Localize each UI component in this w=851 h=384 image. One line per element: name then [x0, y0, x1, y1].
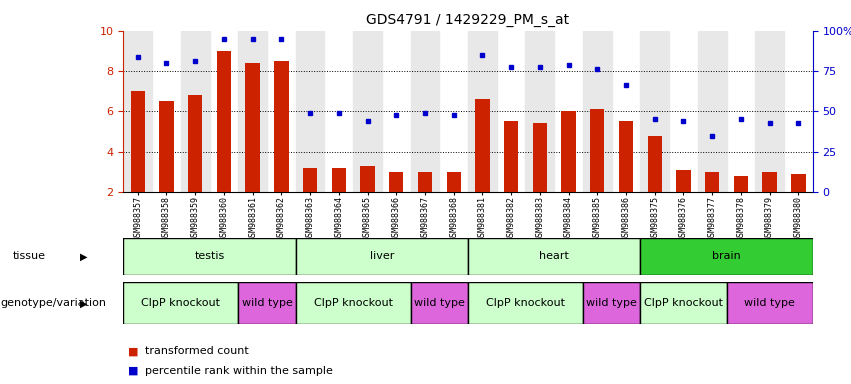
Bar — [648, 136, 662, 192]
Bar — [734, 176, 748, 192]
Bar — [410, 282, 468, 324]
Text: percentile rank within the sample: percentile rank within the sample — [145, 366, 333, 376]
Bar — [640, 238, 813, 275]
Text: brain: brain — [712, 251, 741, 262]
Bar — [677, 170, 691, 192]
Bar — [410, 31, 439, 192]
Bar — [583, 31, 612, 192]
Bar — [640, 31, 669, 192]
Bar — [590, 109, 604, 192]
Bar — [238, 282, 296, 324]
Bar — [188, 95, 203, 192]
Text: wild type: wild type — [242, 298, 293, 308]
Bar — [389, 172, 403, 192]
Text: ClpP knockout: ClpP knockout — [141, 298, 220, 308]
Bar — [296, 31, 324, 192]
Bar — [303, 168, 317, 192]
Bar — [353, 31, 382, 192]
Text: ■: ■ — [128, 346, 138, 356]
Bar — [640, 282, 727, 324]
Text: ClpP knockout: ClpP knockout — [314, 298, 392, 308]
Bar — [755, 31, 784, 192]
Bar — [791, 174, 806, 192]
Bar — [583, 282, 640, 324]
Bar — [525, 31, 554, 192]
Bar — [159, 101, 174, 192]
Text: ▶: ▶ — [80, 298, 87, 308]
Bar — [619, 121, 633, 192]
Bar — [332, 168, 346, 192]
Bar — [562, 111, 576, 192]
Text: heart: heart — [540, 251, 569, 262]
Bar — [533, 124, 547, 192]
Bar — [123, 238, 296, 275]
Bar — [475, 99, 489, 192]
Text: liver: liver — [369, 251, 394, 262]
Bar — [504, 121, 518, 192]
Text: tissue: tissue — [13, 251, 46, 262]
Bar — [274, 61, 288, 192]
Text: wild type: wild type — [744, 298, 795, 308]
Text: ClpP knockout: ClpP knockout — [644, 298, 723, 308]
Text: wild type: wild type — [586, 298, 637, 308]
Bar — [705, 172, 719, 192]
Bar — [296, 282, 410, 324]
Bar — [418, 172, 432, 192]
Bar — [130, 91, 145, 192]
Text: wild type: wild type — [414, 298, 465, 308]
Bar — [762, 172, 777, 192]
Bar — [245, 63, 260, 192]
Title: GDS4791 / 1429229_PM_s_at: GDS4791 / 1429229_PM_s_at — [367, 13, 569, 27]
Text: testis: testis — [194, 251, 225, 262]
Bar — [468, 282, 583, 324]
Text: transformed count: transformed count — [145, 346, 248, 356]
Bar — [468, 238, 640, 275]
Bar — [447, 172, 461, 192]
Bar — [296, 238, 468, 275]
Bar — [123, 282, 238, 324]
Bar — [180, 31, 209, 192]
Text: genotype/variation: genotype/variation — [0, 298, 106, 308]
Text: ▶: ▶ — [80, 251, 87, 262]
Bar — [468, 31, 497, 192]
Text: ■: ■ — [128, 366, 138, 376]
Bar — [698, 31, 727, 192]
Text: ClpP knockout: ClpP knockout — [486, 298, 565, 308]
Bar — [238, 31, 267, 192]
Bar — [123, 31, 152, 192]
Bar — [360, 166, 374, 192]
Bar — [217, 51, 231, 192]
Bar — [727, 282, 813, 324]
